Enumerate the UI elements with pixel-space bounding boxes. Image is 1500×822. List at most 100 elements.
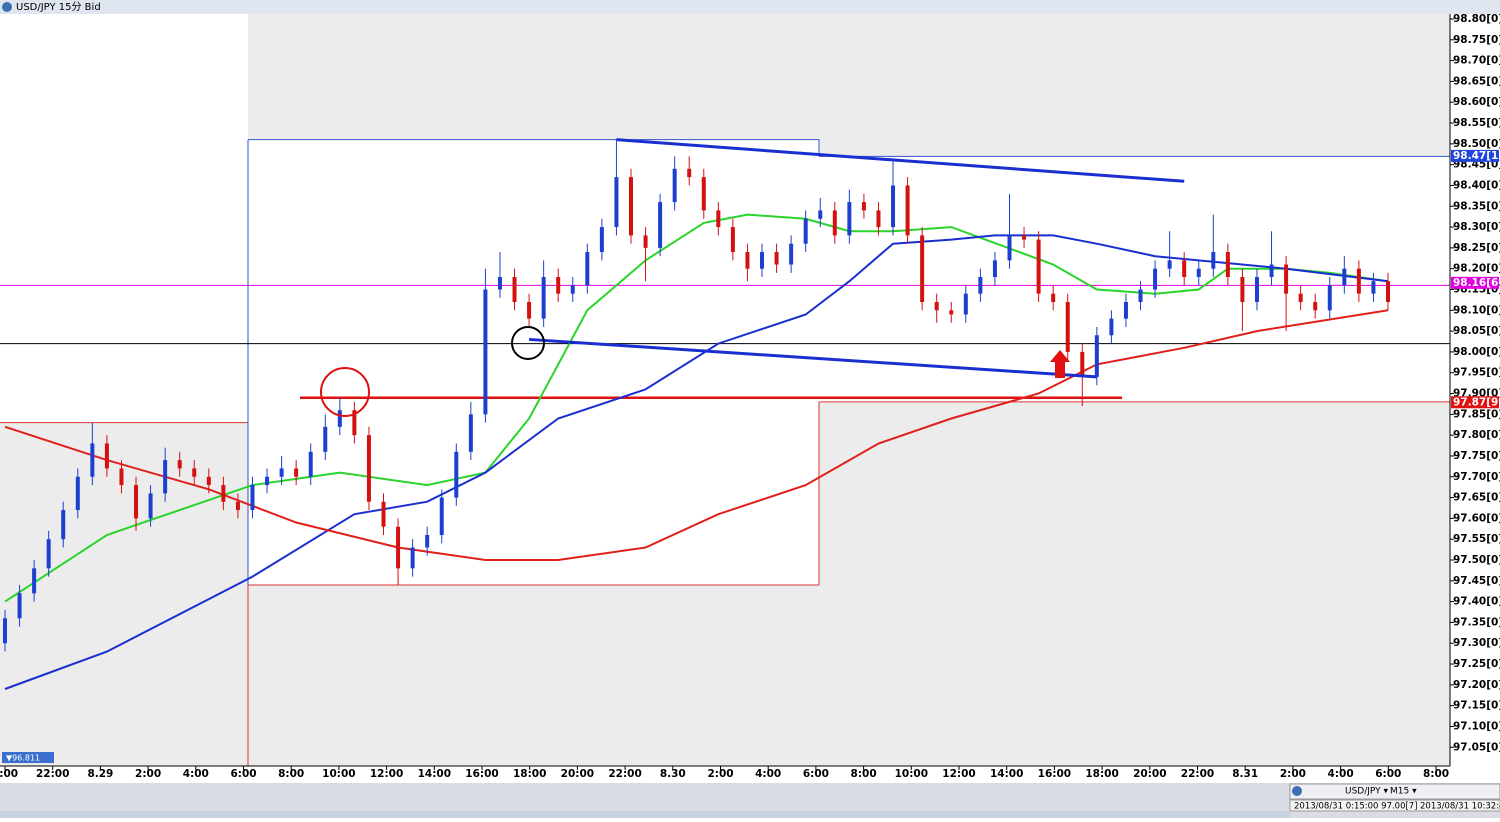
y-tick-label: 98.35[0]	[1453, 200, 1500, 212]
x-tick-label: 10:00	[322, 768, 355, 780]
price-tag	[1451, 396, 1499, 409]
candle-body	[148, 493, 153, 519]
candle-body	[1240, 277, 1245, 302]
candle-body	[1022, 235, 1027, 240]
plot	[0, 138, 1450, 690]
candle-body	[672, 168, 677, 203]
candle-body	[323, 426, 328, 452]
range-shading	[0, 14, 1450, 766]
x-tick-label: 4:00	[1328, 768, 1354, 780]
symbol-select[interactable]: USD/JPY ▾	[1345, 787, 1389, 797]
candle-body	[396, 526, 401, 569]
highlight-circle	[511, 326, 545, 360]
x-tick-label: 8.30	[660, 768, 686, 780]
range-below	[0, 422, 248, 766]
candle-body	[658, 202, 663, 248]
candle-body	[206, 476, 211, 486]
y-tick-label: 97.85[0]	[1453, 408, 1500, 420]
y-tick-label: 97.75[0]	[1453, 450, 1500, 462]
moving-average	[4, 309, 1389, 561]
candle-body	[308, 451, 313, 477]
candle-body	[876, 210, 881, 228]
x-tick-label: 22:00	[36, 768, 69, 780]
y-tick-label: 97.45[0]	[1453, 575, 1500, 587]
bottom-tag-label: ▼96.811	[6, 754, 40, 763]
y-tick-label: 97.95[0]	[1453, 367, 1500, 379]
candle-body	[192, 468, 197, 477]
x-tick-label: 22:00	[608, 768, 641, 780]
y-tick-label: 97.15[0]	[1453, 700, 1500, 712]
y-tick-label: 97.40[0]	[1453, 596, 1500, 608]
x-tick-label: 8.31	[1232, 768, 1258, 780]
candle-body	[366, 435, 371, 502]
candle-body	[1094, 335, 1099, 377]
candle-body	[454, 451, 459, 498]
x-tick-label: 2:00	[135, 768, 161, 780]
candle-body	[745, 252, 750, 269]
candle-body	[294, 468, 299, 477]
bottom-tag	[2, 752, 54, 763]
x-tick-label: 12:00	[370, 768, 403, 780]
candle-body	[1007, 235, 1012, 261]
y-tick-label: 98.75[0]	[1453, 34, 1500, 46]
candle-body	[425, 535, 430, 548]
y-tick-label: 97.50[0]	[1453, 554, 1500, 566]
y-tick-label: 98.80[0]	[1453, 13, 1500, 25]
candle-body	[891, 185, 896, 228]
candle-body	[468, 414, 473, 452]
y-tick-label: 98.20[0]	[1453, 263, 1500, 275]
candle-body	[920, 235, 925, 302]
candle-body	[1153, 268, 1158, 290]
candle-body	[439, 497, 444, 536]
trend-line	[616, 138, 1185, 183]
candle-body	[585, 252, 590, 286]
x-tick-label: 14:00	[990, 768, 1023, 780]
range-above	[819, 14, 1450, 157]
candle-body	[90, 443, 95, 477]
y-tick-label: 98.55[0]	[1453, 117, 1500, 129]
candle-body	[628, 177, 633, 236]
candle-body	[556, 277, 561, 294]
price-tag	[1451, 149, 1499, 162]
candle-body	[512, 277, 517, 302]
candle-body	[1123, 301, 1128, 319]
candle-body	[410, 547, 415, 569]
candle-body	[163, 460, 168, 494]
x-tick-label: 20:00	[561, 768, 594, 780]
candle-body	[381, 501, 386, 527]
candle-body	[134, 485, 139, 519]
candle-body	[483, 289, 488, 415]
candle-body	[861, 202, 866, 211]
x-tick-label: 12:00	[942, 768, 975, 780]
y-tick-label: 98.40[0]	[1453, 179, 1500, 191]
candle-body	[1386, 281, 1390, 302]
candle-body	[1051, 293, 1056, 302]
candle-body	[17, 593, 22, 619]
candle-body	[1371, 281, 1376, 294]
candle-body	[541, 277, 546, 319]
x-tick-label: 18:00	[1085, 768, 1118, 780]
period-select[interactable]: M15 ▾	[1390, 787, 1417, 797]
x-tick-label: 22:00	[1181, 768, 1214, 780]
highlight-circle	[320, 367, 370, 417]
candle-body	[337, 410, 342, 427]
nav-button[interactable]	[1292, 786, 1302, 796]
candle-body	[1356, 268, 1361, 294]
candle-body	[818, 210, 823, 219]
info-bar	[1289, 799, 1500, 812]
candle-body	[1269, 264, 1274, 278]
candle-body	[1182, 260, 1187, 278]
y-tick-label: 98.05[0]	[1453, 325, 1500, 337]
candle-body	[832, 210, 837, 236]
x-tick-label: 0:00	[0, 768, 18, 780]
x-tick-label: 6:00	[803, 768, 829, 780]
x-tick-label: 8:00	[1423, 768, 1449, 780]
candle-body	[497, 277, 502, 290]
candle-body	[527, 301, 532, 319]
candle-body	[687, 168, 692, 178]
candle-body	[716, 210, 721, 228]
price-tag-label: 98.47[1]	[1453, 150, 1500, 162]
y-tick-label: 97.80[0]	[1453, 429, 1500, 441]
y-tick-label: 97.10[0]	[1453, 720, 1500, 732]
price-tag	[1451, 276, 1499, 289]
